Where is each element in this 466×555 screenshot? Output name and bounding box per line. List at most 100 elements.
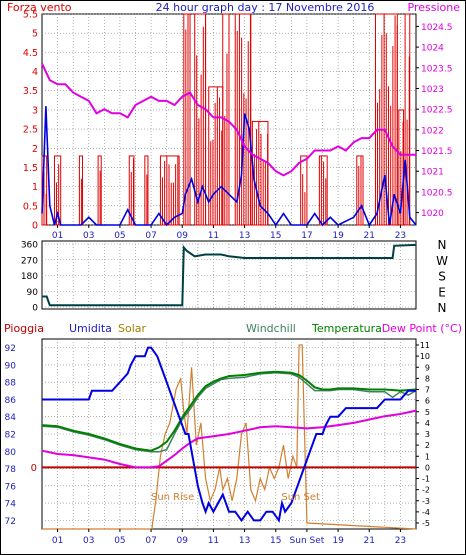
rain-zero-label: 0 [31, 463, 37, 474]
x-tick-label: 07 [145, 536, 156, 546]
temperature-tick-label: 3 [425, 430, 430, 439]
pressure-tick-label: 1021 [421, 168, 444, 178]
compass-label: N [438, 301, 447, 315]
gust-band [356, 155, 364, 226]
wind-tick-label: 0 [32, 221, 38, 232]
humidity-tick-label: 74 [5, 500, 17, 510]
temperature-tick-label: -5 [422, 519, 430, 528]
pressure-axis-title: Pressione [408, 1, 461, 14]
pressure-tick-label: 1021.5 [421, 147, 453, 157]
x-tick-label: 01 [52, 231, 63, 241]
direction-tick-label: 270 [21, 256, 38, 266]
wind-tick-label: 2.5 [23, 125, 38, 136]
humidity-tick-label: 92 [5, 344, 16, 354]
x-tick-label: Sun Set [290, 536, 325, 546]
wind-pressure-panel: 0 0.5 1 1.5 2 2.5 3 3.5 4 4.5 5 5.5 1020 1020.5 1021 1… [23, 10, 453, 242]
x-tick-label: 05 [114, 231, 125, 241]
temperature-tick-label: 10 [420, 352, 430, 361]
temperature-tick-label: 6 [425, 397, 430, 406]
wind-tick-label: 4.5 [23, 48, 38, 59]
wind-tick-label: 1 [32, 182, 38, 193]
humidity-tick-label: 84 [5, 413, 17, 423]
wind-average-line [41, 106, 417, 227]
pressure-tick-label: 1020.5 [421, 188, 453, 198]
direction-tick-label: 180 [21, 272, 38, 282]
humidity-tick-label: 78 [5, 465, 17, 475]
humidity-tick-label: 76 [5, 482, 17, 492]
temperature-tick-label: 8 [425, 374, 430, 383]
legend-humidity: Umidita [69, 322, 112, 335]
wind-tick-label: 4 [32, 67, 38, 78]
direction-tick-label: 360 [21, 241, 38, 251]
x-tick-label: 05 [114, 536, 125, 546]
wind-tick-label: 3.5 [23, 86, 38, 97]
temperature-tick-label: 4 [425, 419, 430, 428]
pressure-tick-label: 1023.5 [421, 64, 453, 74]
gust-band [159, 155, 180, 226]
gust-band [183, 13, 191, 226]
temperature-tick-label: -1 [422, 475, 430, 484]
wind-tick-label: 1.5 [23, 163, 38, 174]
humidity-tick-label: 86 [5, 396, 17, 406]
compass-label: N [438, 238, 447, 252]
x-tick-label: 23 [395, 536, 406, 546]
temperature-tick-label: 1 [425, 452, 430, 461]
pressure-tick-label: 1020 [421, 209, 444, 219]
humidity-tick-label: 88 [5, 379, 17, 389]
x-tick-label: 11 [208, 536, 219, 546]
x-tick-label: 07 [145, 231, 156, 241]
pressure-line [41, 63, 416, 177]
temperature-tick-label: 9 [425, 363, 430, 372]
temperature-tick-label: 7 [425, 386, 430, 395]
sun-rise-label: Sun Rise [151, 492, 194, 503]
direction-tick-label: 0 [32, 304, 38, 314]
compass-label: W [436, 254, 448, 268]
x-tick-label: 01 [52, 536, 63, 546]
humidity-tick-label: 80 [5, 448, 17, 458]
wind-tick-label: 5.5 [23, 10, 38, 21]
legend-rain: Pioggia [4, 322, 44, 335]
x-tick-label: 13 [239, 536, 250, 546]
legend-solar: Solar [118, 322, 147, 335]
wind-axis-title: Forza vento [7, 1, 72, 14]
x-tick-label: 15 [270, 231, 281, 241]
x-tick-label: 19 [332, 231, 344, 241]
x-tick-label: 03 [83, 536, 94, 546]
dewpoint-line [41, 409, 417, 469]
pressure-tick-label: 1022 [421, 126, 444, 136]
pressure-tick-label: 1024.5 [421, 23, 453, 33]
x-tick-label: 21 [364, 231, 375, 241]
humidity-line [42, 346, 416, 523]
temperature-tick-label: -2 [422, 486, 430, 495]
gust-band [222, 13, 230, 226]
temperature-tick-label: 5 [425, 408, 430, 417]
pressure-tick-label: 1022.5 [421, 106, 453, 116]
wind-tick-label: 5 [32, 29, 38, 40]
legend: Pioggia Umidita Solar Windchill Temperat… [4, 322, 462, 335]
temperature-tick-label: 11 [420, 341, 430, 350]
temperature-tick-label: 2 [425, 441, 430, 450]
humidity-tick-label: 82 [5, 431, 16, 441]
temperature-tick-label: -4 [422, 508, 430, 517]
legend-dewpoint: Dew Point (°C) [382, 322, 462, 335]
compass-label: S [438, 270, 446, 284]
pressure-tick-label: 1024 [421, 44, 444, 54]
combined-panel: 0 Sun Rise Sun Set 727476788082848688909… [5, 338, 430, 546]
pressure-tick-label: 1023 [421, 85, 444, 95]
legend-windchill: Windchill [246, 322, 296, 335]
windchill-line [41, 372, 417, 453]
temperature-tick-label: 0 [425, 463, 430, 472]
x-tick-label: 17 [301, 231, 312, 241]
wind-direction-line [42, 243, 417, 307]
legend-temperature: Temperatura [311, 322, 382, 335]
x-tick-label: 09 [177, 536, 189, 546]
humidity-tick-label: 90 [5, 361, 17, 371]
x-tick-label: 15 [270, 536, 281, 546]
x-tick-label: 21 [364, 536, 375, 546]
temperature-tick-label: -3 [422, 497, 430, 506]
direction-tick-label: 90 [27, 288, 39, 298]
x-tick-label: 09 [177, 231, 189, 241]
x-tick-label: 13 [239, 231, 250, 241]
